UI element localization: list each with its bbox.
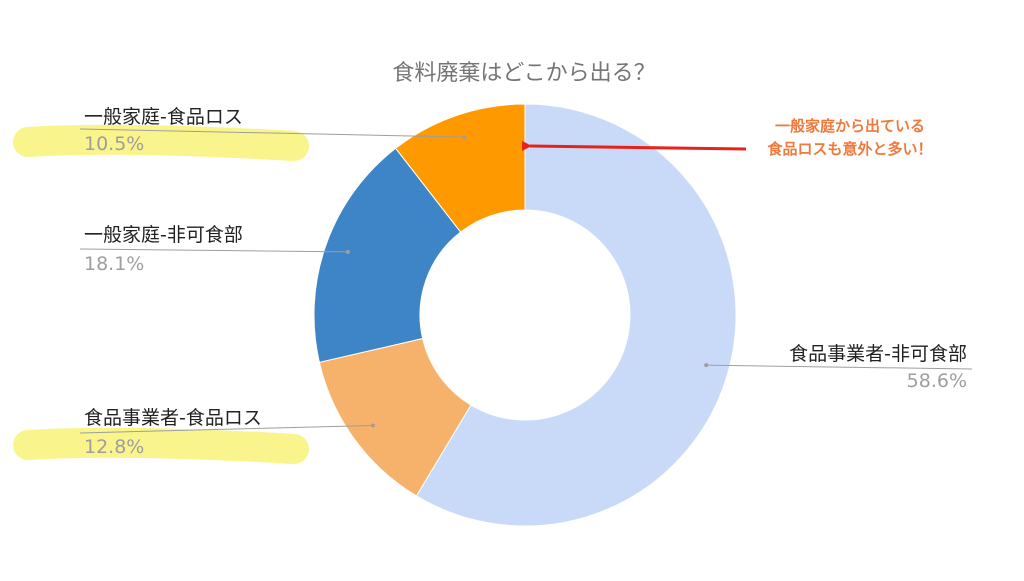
highlighter-mark-1 <box>13 427 309 464</box>
slice-value-0: 58.6% <box>907 370 967 392</box>
chart-title: 食料廃棄はどこから出る？ <box>392 61 655 86</box>
highlighter-mark-3 <box>13 124 309 161</box>
annotation: 一般家庭から出ている 食品ロスも意外と多い！ <box>521 117 933 158</box>
slice-label-2: 一般家庭-非可食部 <box>84 224 243 246</box>
highlighter-marks <box>13 124 309 464</box>
donut-slice-2 <box>313 147 462 363</box>
leader-dot-3 <box>462 135 467 140</box>
leader-line-3 <box>79 128 465 138</box>
leader-dot-1 <box>370 423 375 428</box>
annotation-line-2: 食品ロスも意外と多い！ <box>767 140 932 158</box>
slice-label-3: 一般家庭-食品ロス <box>84 106 243 128</box>
slice-label-0: 食品事業者-非可食部 <box>789 343 967 365</box>
leader-lines <box>79 128 973 434</box>
slice-value-2: 18.1% <box>84 253 144 275</box>
donut-slice-0 <box>415 103 737 527</box>
annotation-line-1: 一般家庭から出ている <box>775 117 925 135</box>
slice-value-3: 10.5% <box>84 133 144 155</box>
leader-line-0 <box>706 364 973 370</box>
donut-slice-1 <box>318 337 472 497</box>
slice-labels: 食品事業者-非可食部 58.6% 食品事業者-食品ロス 12.8% 一般家庭-非可食部 1… <box>84 106 967 458</box>
leader-dot-2 <box>345 249 350 254</box>
leader-line-1 <box>79 425 373 434</box>
donut-slices <box>313 103 737 527</box>
slice-value-1: 12.8% <box>84 436 144 458</box>
slice-label-1: 食品事業者-食品ロス <box>84 407 262 429</box>
leader-dot-0 <box>704 363 709 368</box>
annotation-arrow <box>521 140 747 151</box>
leader-line-2 <box>79 248 348 253</box>
